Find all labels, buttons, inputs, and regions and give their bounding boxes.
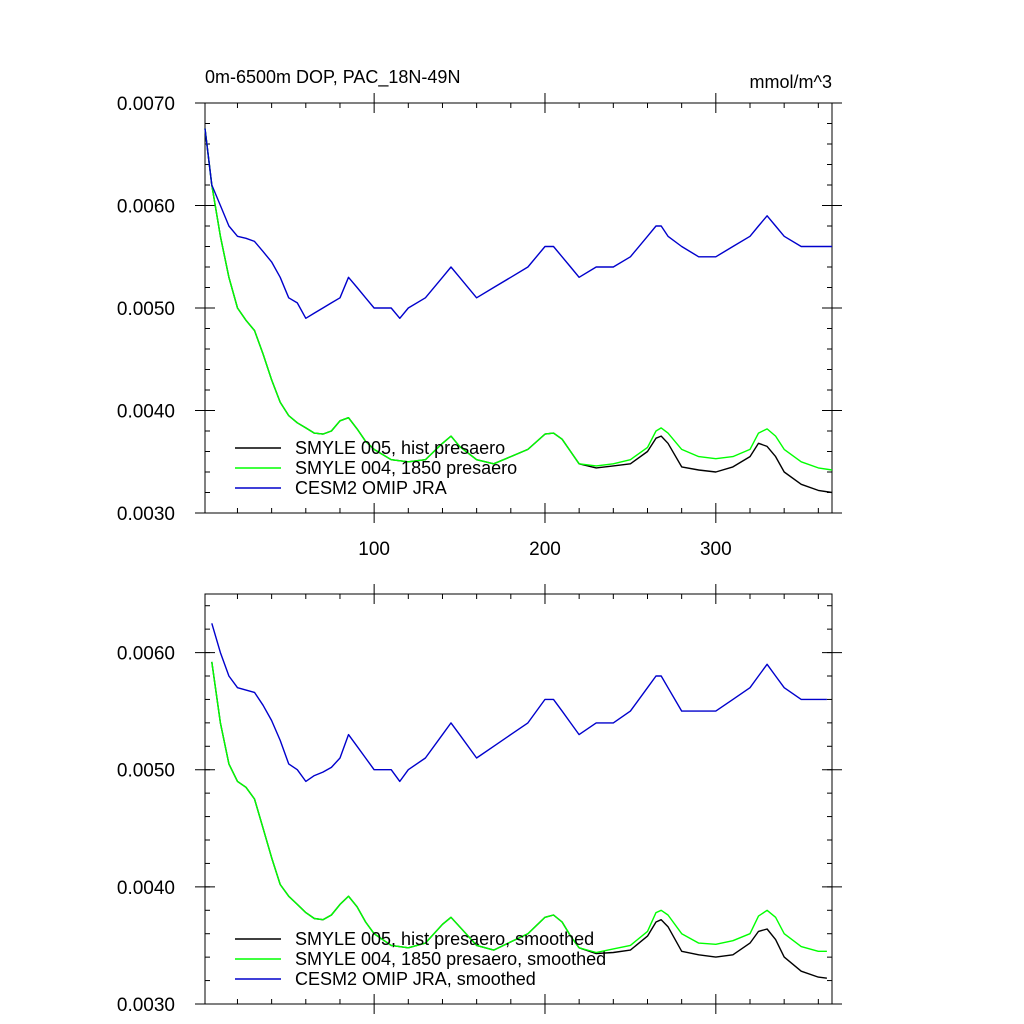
legend-label: SMYLE 005, hist presaero	[295, 438, 505, 458]
y-tick-label: 0.0060	[117, 197, 175, 218]
y-tick-label: 0.0050	[117, 299, 175, 320]
x-tick-label: 200	[529, 539, 561, 560]
y-tick-label: 0.0050	[117, 761, 175, 782]
chart-title: 0m-6500m DOP, PAC_18N-49N	[205, 67, 460, 88]
plot-frame	[204, 593, 833, 1005]
legend-label: CESM2 OMIP JRA	[295, 478, 447, 498]
legend-label: SMYLE 004, 1850 presaero, smoothed	[295, 949, 606, 969]
x-tick-label: 300	[700, 539, 732, 560]
y-tick-label: 0.0040	[117, 878, 175, 899]
series-line-2	[204, 128, 832, 319]
series-line-1	[211, 661, 827, 954]
units-label: mmol/m^3	[750, 72, 832, 92]
legend-label: SMYLE 005, hist presaero, smoothed	[295, 929, 594, 949]
y-tick-label: 0.0070	[117, 94, 175, 115]
x-tick-label: 100	[358, 539, 390, 560]
series-line-1	[204, 128, 833, 471]
top-panel: 100 200 300 0.0030 0.0040 0.0050 0.0060 0.0070 0…	[117, 67, 842, 560]
legend-label: CESM2 OMIP JRA, smoothed	[295, 969, 536, 989]
y-tick-label: 0.0040	[117, 402, 175, 423]
bottom-panel: 0.0030 0.0040 0.0050 0.0060 SMYLE 005, hist …	[117, 584, 842, 1016]
y-tick-label: 0.0060	[117, 644, 175, 665]
y-tick-label: 0.0030	[117, 995, 175, 1016]
series-line-2	[211, 623, 827, 783]
legend-label: SMYLE 004, 1850 presaero	[295, 458, 517, 478]
y-tick-label: 0.0030	[117, 504, 175, 525]
